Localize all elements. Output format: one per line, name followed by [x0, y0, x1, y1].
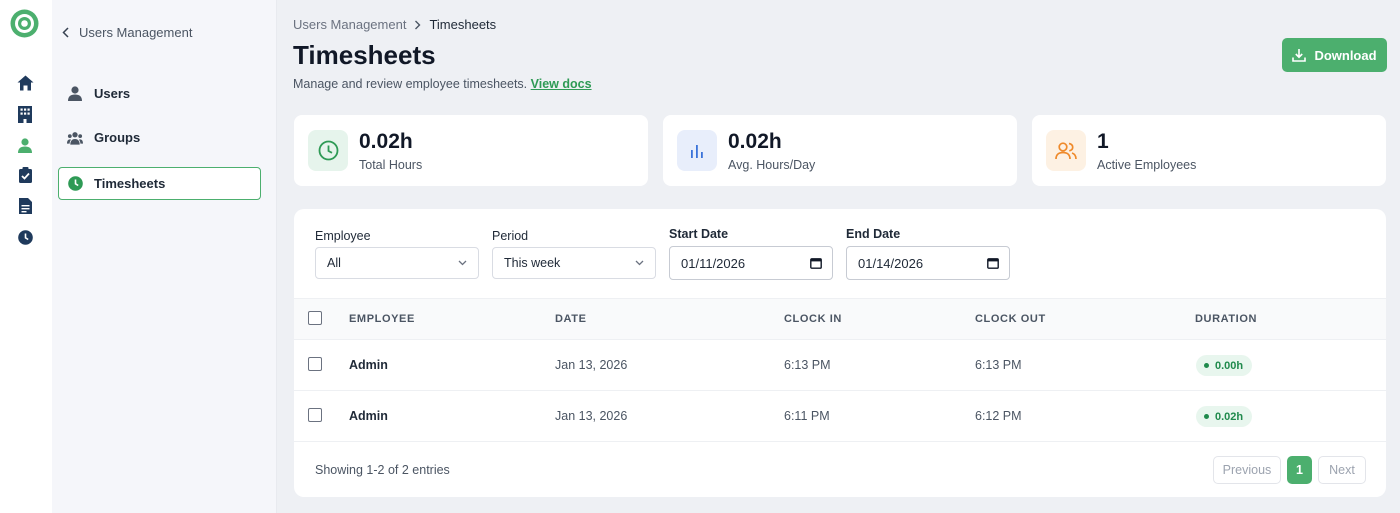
cell-clock-out: 6:13 PM	[975, 358, 1022, 372]
building-icon[interactable]	[14, 103, 36, 125]
cell-clock-out: 6:12 PM	[975, 409, 1022, 423]
breadcrumb-current: Timesheets	[429, 17, 497, 32]
sidebar-item-groups[interactable]: Groups	[58, 121, 261, 154]
chevron-right-icon	[415, 20, 421, 29]
chevron-left-icon	[62, 26, 69, 38]
icon-rail	[0, 0, 52, 513]
stat-value: 1	[1097, 130, 1109, 153]
column-header-clock-in[interactable]: CLOCK IN	[784, 313, 842, 325]
cell-clock-in: 6:11 PM	[784, 409, 830, 423]
duration-value: 0.00h	[1215, 359, 1244, 372]
employee-select-value: All	[327, 256, 341, 270]
period-select[interactable]: This week	[492, 247, 656, 279]
row-checkbox[interactable]	[308, 408, 322, 422]
stat-label: Active Employees	[1097, 158, 1197, 172]
status-dot	[1204, 363, 1209, 368]
end-date-label: End Date	[846, 227, 901, 241]
app-logo-icon[interactable]	[10, 9, 39, 38]
breadcrumb-parent-link[interactable]: Users Management	[293, 17, 407, 32]
main-content: Users Management Timesheets Timesheets M…	[277, 0, 1400, 513]
table-header: EMPLOYEE DATE CLOCK IN CLOCK OUT DURATIO…	[294, 298, 1386, 340]
groups-icon	[67, 130, 83, 146]
stat-label: Total Hours	[359, 158, 423, 172]
stat-label: Avg. Hours/Day	[728, 158, 816, 172]
download-icon	[1292, 49, 1307, 62]
download-button[interactable]: Download	[1282, 38, 1387, 72]
status-dot	[1204, 414, 1209, 419]
duration-badge: 0.00h	[1196, 355, 1253, 376]
chevron-down-icon	[635, 260, 644, 266]
stat-card-total-hours: 0.02h Total Hours	[294, 115, 648, 186]
back-to-users-management[interactable]: Users Management	[60, 22, 192, 42]
select-all-checkbox[interactable]	[308, 311, 322, 325]
start-date-input[interactable]: 01/11/2026	[669, 246, 833, 280]
chevron-down-icon	[458, 260, 467, 266]
cell-employee: Admin	[349, 358, 388, 372]
column-header-employee[interactable]: EMPLOYEE	[349, 313, 415, 325]
users-icon	[1046, 130, 1086, 171]
start-date-label: Start Date	[669, 227, 729, 241]
column-header-duration[interactable]: DURATION	[1195, 313, 1258, 325]
employee-filter-label: Employee	[315, 229, 371, 243]
bar-chart-icon	[677, 130, 717, 171]
cell-date: Jan 13, 2026	[555, 409, 628, 423]
cell-clock-in: 6:13 PM	[784, 358, 831, 372]
next-page-button[interactable]: Next	[1318, 456, 1366, 484]
end-date-input[interactable]: 01/14/2026	[846, 246, 1010, 280]
duration-badge: 0.02h	[1196, 406, 1253, 427]
sidebar-item-label: Timesheets	[94, 176, 166, 191]
duration-value: 0.02h	[1215, 410, 1244, 423]
page-title: Timesheets	[293, 40, 436, 70]
back-link-label: Users Management	[79, 24, 193, 40]
home-icon[interactable]	[14, 72, 36, 94]
row-checkbox[interactable]	[308, 357, 322, 371]
sidebar: Users Management Users Groups Timesheets	[52, 0, 277, 513]
calendar-icon[interactable]	[810, 257, 822, 269]
cell-date: Jan 13, 2026	[555, 358, 628, 372]
period-filter-label: Period	[492, 229, 529, 243]
user-icon	[67, 86, 83, 102]
user-icon[interactable]	[14, 134, 36, 156]
sidebar-item-timesheets[interactable]: Timesheets	[58, 167, 261, 200]
page-1-button[interactable]: 1	[1287, 456, 1312, 484]
start-date-value: 01/11/2026	[681, 255, 746, 271]
clock-icon	[67, 176, 83, 192]
clock-icon[interactable]	[14, 226, 36, 248]
document-icon[interactable]	[14, 195, 36, 217]
stat-value: 0.02h	[728, 130, 782, 153]
stat-card-active-employees: 1 Active Employees	[1032, 115, 1386, 186]
subtitle-text: Manage and review employee timesheets.	[293, 77, 528, 91]
calendar-icon[interactable]	[987, 257, 999, 269]
sidebar-item-label: Users	[94, 86, 131, 101]
stat-value: 0.02h	[359, 130, 413, 153]
breadcrumb: Users Management Timesheets	[293, 17, 496, 32]
sidebar-item-users[interactable]: Users	[58, 77, 261, 110]
previous-page-button[interactable]: Previous	[1213, 456, 1281, 484]
clipboard-check-icon[interactable]	[14, 164, 36, 186]
sidebar-item-label: Groups	[94, 130, 141, 145]
clock-icon	[308, 130, 348, 171]
page-subtitle: Manage and review employee timesheets. V…	[293, 77, 592, 91]
column-header-clock-out[interactable]: CLOCK OUT	[975, 313, 1046, 325]
pagination-summary: Showing 1-2 of 2 entries	[315, 463, 450, 477]
column-header-date[interactable]: DATE	[555, 313, 587, 325]
stat-card-avg-hours: 0.02h Avg. Hours/Day	[663, 115, 1017, 186]
timesheets-card: Employee All Period This week Start Date…	[294, 209, 1386, 497]
employee-select[interactable]: All	[315, 247, 479, 279]
download-button-label: Download	[1314, 47, 1377, 63]
table-row[interactable]: Admin Jan 13, 2026 6:11 PM 6:12 PM 0.02h	[294, 391, 1386, 442]
view-docs-link[interactable]: View docs	[530, 77, 592, 91]
period-select-value: This week	[504, 256, 561, 270]
end-date-value: 01/14/2026	[858, 255, 924, 271]
table-row[interactable]: Admin Jan 13, 2026 6:13 PM 6:13 PM 0.00h	[294, 340, 1386, 391]
cell-employee: Admin	[349, 409, 388, 423]
